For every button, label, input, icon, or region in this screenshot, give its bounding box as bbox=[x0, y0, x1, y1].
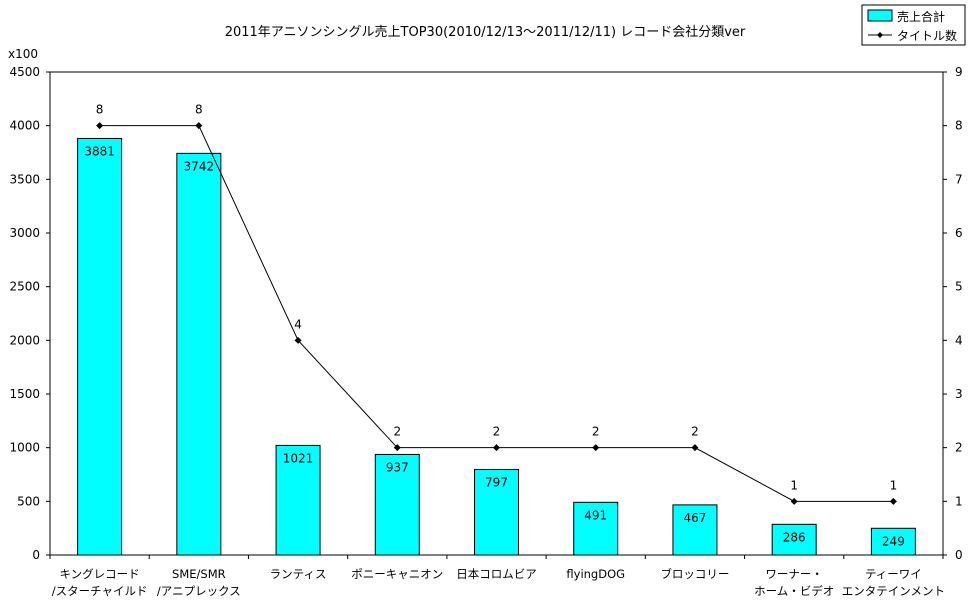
y-left-tick-label: 4000 bbox=[9, 119, 40, 133]
y-left-tick-label: 0 bbox=[32, 548, 40, 562]
bar-data-label: 491 bbox=[584, 508, 607, 522]
bar-data-label: 467 bbox=[683, 511, 706, 525]
bar-data-label: 286 bbox=[783, 530, 806, 544]
bar bbox=[573, 501, 619, 556]
y-right-tick-label: 9 bbox=[955, 65, 963, 79]
x-tick-label: SME/SMR bbox=[172, 567, 226, 581]
bar bbox=[176, 152, 222, 556]
x-tick-label: ポニーキャニオン bbox=[351, 567, 443, 581]
x-tick-label: キングレコード bbox=[60, 567, 140, 581]
x-tick-label: ワーナー・ bbox=[765, 567, 823, 581]
legend: 売上合計 タイトル数 bbox=[861, 4, 966, 46]
line-marker bbox=[592, 444, 600, 452]
line-marker bbox=[294, 336, 302, 344]
y-left-tick-label: 500 bbox=[17, 494, 40, 508]
y-right-tick-label: 8 bbox=[955, 119, 963, 133]
x-tick-label: ブロッコリー bbox=[660, 567, 729, 581]
x-tick-label: エンタテインメント bbox=[842, 584, 945, 598]
x-tick-label: ホーム・ビデオ bbox=[754, 584, 834, 598]
bar-data-label: 1021 bbox=[283, 451, 314, 465]
line-data-label: 2 bbox=[493, 425, 501, 439]
bar bbox=[474, 468, 519, 556]
legend-bar-label: 売上合計 bbox=[897, 9, 945, 24]
line-marker bbox=[790, 497, 798, 505]
line-data-label: 8 bbox=[195, 103, 203, 117]
y-right-tick-label: 3 bbox=[955, 387, 963, 401]
bar bbox=[672, 504, 718, 556]
y-left-tick-label: 1500 bbox=[9, 387, 40, 401]
line-data-label: 1 bbox=[890, 478, 898, 492]
x-tick-label: /スターチャイルド bbox=[52, 584, 148, 598]
x-tick-label: ランティス bbox=[270, 567, 327, 581]
x-tick-label: 日本コロムビア bbox=[456, 567, 537, 581]
line-data-label: 8 bbox=[96, 103, 104, 117]
line-data-label: 2 bbox=[592, 425, 600, 439]
y-right-tick-label: 5 bbox=[955, 280, 963, 294]
bar bbox=[77, 137, 123, 556]
y-left-tick-label: 2500 bbox=[9, 280, 40, 294]
line-data-label: 1 bbox=[790, 478, 798, 492]
y-right-tick-label: 2 bbox=[955, 441, 963, 455]
bar-data-label: 937 bbox=[386, 460, 409, 474]
line-marker bbox=[889, 497, 897, 505]
line-marker bbox=[96, 122, 104, 130]
line-marker bbox=[493, 444, 500, 452]
legend-bar-swatch bbox=[867, 9, 893, 22]
line-data-label: 4 bbox=[294, 317, 302, 331]
bar bbox=[870, 527, 916, 556]
y-right-tick-label: 6 bbox=[955, 226, 963, 240]
bar-data-label: 3742 bbox=[184, 159, 215, 173]
bar bbox=[771, 523, 817, 556]
line-marker bbox=[393, 444, 401, 452]
y-left-tick-label: 3500 bbox=[9, 172, 40, 186]
y-left-tick-label: 3000 bbox=[9, 226, 40, 240]
x-tick-label: /アニプレックス bbox=[157, 584, 241, 598]
y-right-tick-label: 1 bbox=[955, 494, 963, 508]
y-unit-label: x100 bbox=[8, 47, 38, 61]
y-right-tick-label: 7 bbox=[955, 172, 963, 186]
y-right-tick-label: 0 bbox=[955, 548, 963, 562]
bar-data-label: 797 bbox=[485, 475, 508, 489]
x-tick-label: flyingDOG bbox=[566, 567, 625, 581]
bar bbox=[374, 453, 420, 556]
line-marker bbox=[691, 444, 699, 452]
line-data-label: 2 bbox=[691, 425, 699, 439]
chart-title: 2011年アニソンシングル売上TOP30(2010/12/13～2011/12/… bbox=[225, 24, 746, 40]
y-left-tick-label: 1000 bbox=[9, 441, 40, 455]
y-left-tick-label: 2000 bbox=[9, 333, 40, 347]
bar-data-label: 3881 bbox=[84, 144, 115, 158]
bar bbox=[275, 444, 321, 556]
bar-data-label: 249 bbox=[882, 534, 905, 548]
x-tick-label: ティーワイ bbox=[865, 567, 922, 581]
line-data-label: 2 bbox=[393, 425, 401, 439]
y-right-tick-label: 4 bbox=[955, 333, 963, 347]
legend-line-label: タイトル数 bbox=[897, 28, 957, 43]
line-marker bbox=[195, 122, 203, 130]
y-left-tick-label: 4500 bbox=[9, 65, 40, 79]
legend-line-marker bbox=[877, 32, 883, 38]
